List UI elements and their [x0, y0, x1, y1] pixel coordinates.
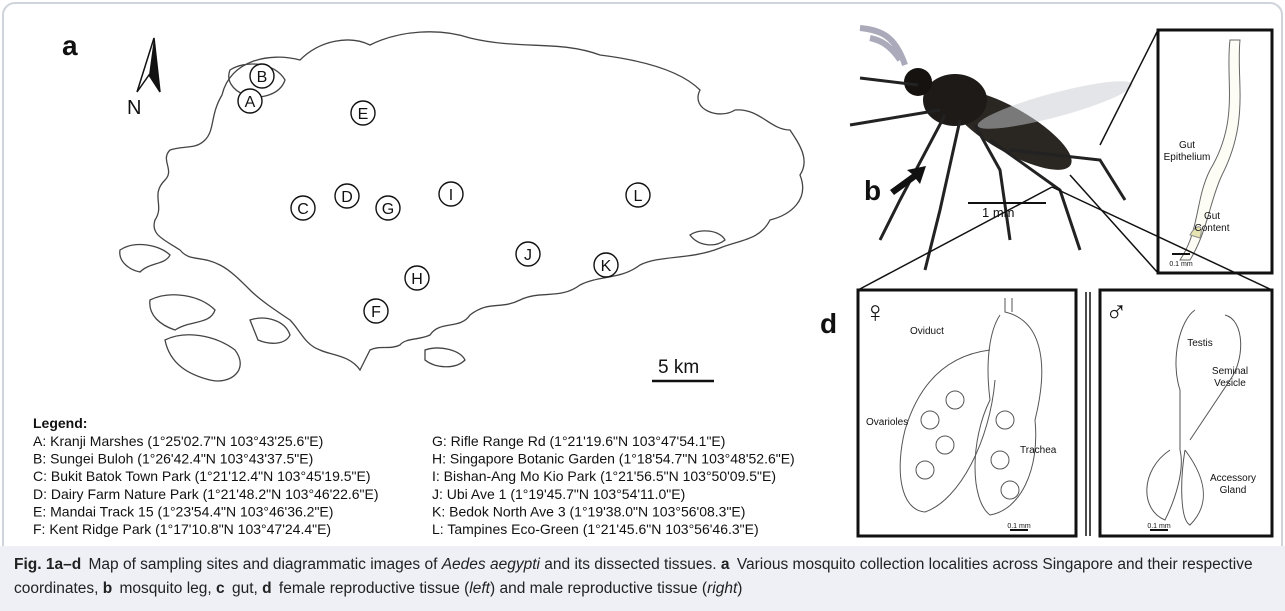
caption-run: mosquito leg, — [115, 580, 216, 597]
site-label: G — [382, 201, 394, 218]
caption-run: Aedes aegypti — [442, 556, 540, 573]
tissue-label: Trachea — [1020, 445, 1057, 456]
caption-run: ) — [737, 580, 742, 597]
legend-title: Legend: — [33, 415, 87, 431]
site-label: K — [601, 258, 612, 275]
legend-entry: G: Rifle Range Rd (1°21'19.6"N 103°47'54… — [432, 433, 725, 449]
legend-entry: D: Dairy Farm Nature Park (1°21'48.2"N 1… — [33, 486, 379, 502]
label-line: Accessory — [1210, 473, 1256, 484]
caption-run: ) and male reproductive tissue ( — [490, 580, 707, 597]
legend-entry: J: Ubi Ave 1 (1°19'45.7"N 103°54'11.0"E) — [432, 486, 685, 502]
caption-run: c — [216, 580, 225, 597]
caption-run: d — [262, 580, 271, 597]
scale-label: 0.1 mm — [1169, 261, 1193, 268]
label-line: Gut — [1204, 211, 1220, 222]
caption-run: Fig. 1a–d — [14, 556, 81, 573]
caption: Fig. 1a–d Map of sampling sites and diag… — [0, 546, 1285, 611]
label-line: Gland — [1220, 485, 1247, 496]
caption-run: gut, — [228, 580, 262, 597]
legend-entry: C: Bukit Batok Town Park (1°21'12.4"N 10… — [33, 468, 371, 484]
site-label: F — [371, 304, 381, 321]
legend-entry: E: Mandai Track 15 (1°23'54.4"N 103°46'3… — [33, 503, 333, 519]
female-box — [858, 290, 1076, 536]
page: a N 5 km Legend: AB C D E F G H I J K L A: Kranji … — [0, 0, 1285, 611]
label-line: Seminal — [1212, 366, 1248, 377]
north-label: N — [127, 97, 141, 119]
label-line: Vesicle — [1214, 378, 1246, 389]
caption-run: b — [103, 580, 112, 597]
site-label: L — [634, 188, 643, 205]
label-line: Trachea — [1020, 445, 1057, 456]
label-line: Gut — [1179, 140, 1195, 151]
site-label: H — [411, 271, 423, 288]
caption-run: right — [707, 580, 737, 597]
site-label: C — [297, 201, 309, 218]
tissue-label: Testis — [1187, 338, 1213, 349]
legend-entry: K: Bedok North Ave 3 (1°19'38.0"N 103°56… — [432, 503, 745, 519]
tissue-label: Oviduct — [910, 326, 944, 337]
legend-entry: A: Kranji Marshes (1°25'02.7"N 103°43'25… — [33, 433, 323, 449]
caption-run: and its dissected tissues. — [540, 556, 721, 573]
caption-run: a — [721, 556, 730, 573]
legend-entry: F: Kent Ridge Park (1°17'10.8"N 103°47'2… — [33, 521, 331, 537]
figure: a N 5 km Legend: AB C D E F G H I J K L A: Kranji … — [0, 0, 1285, 546]
scale-label: 5 km — [658, 357, 699, 378]
label-line: Content — [1194, 223, 1229, 234]
site-label: B — [257, 69, 268, 86]
caption-run: Map of sampling sites and diagrammatic i… — [84, 556, 442, 573]
site-label: I — [449, 187, 453, 204]
caption-run: female reproductive tissue ( — [275, 580, 470, 597]
caption-run: left — [469, 580, 490, 597]
site-label: D — [341, 189, 353, 206]
panel-label: a — [62, 30, 78, 61]
scale-label: 0.1 mm — [1007, 523, 1031, 530]
sex-symbol: ♀ — [864, 296, 887, 329]
site-label: J — [524, 247, 532, 264]
legend-entry: B: Sungei Buloh (1°26'42.4"N 103°43'37.5… — [33, 451, 313, 467]
panel-label: b — [864, 175, 881, 206]
label-line: Testis — [1187, 338, 1213, 349]
label-line: Epithelium — [1164, 152, 1211, 163]
scale-label: 1 mm — [982, 205, 1015, 220]
legend-entry: I: Bishan-Ang Mo Kio Park (1°21'56.5"N 1… — [432, 468, 776, 484]
site-label: A — [245, 94, 256, 111]
legend-entry: L: Tampines Eco-Green (1°21'45.6"N 103°5… — [432, 521, 759, 537]
label-line: Ovarioles — [866, 417, 908, 428]
panel-label: d — [820, 308, 837, 339]
scale-label: 0.1 mm — [1147, 523, 1171, 530]
label-line: Oviduct — [910, 326, 944, 337]
sex-symbol: ♂ — [1105, 296, 1128, 329]
tissue-label: Ovarioles — [866, 417, 908, 428]
site-label: E — [358, 106, 369, 123]
legend-entry: H: Singapore Botanic Garden (1°18'54.7"N… — [432, 451, 795, 467]
